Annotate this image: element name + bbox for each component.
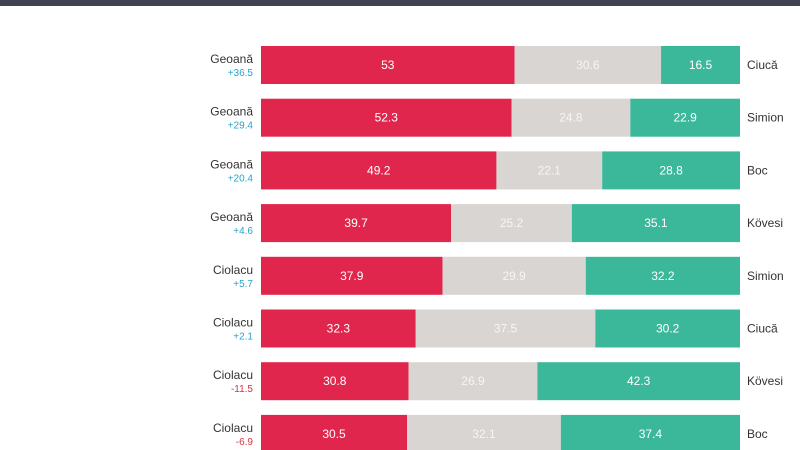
right-candidate-segment <box>595 309 740 348</box>
left-candidate-name: Geoană <box>210 210 253 224</box>
undecided-value-label: 37.5 <box>494 322 518 336</box>
undecided-segment <box>451 204 572 243</box>
left-value-label: 30.5 <box>322 427 346 441</box>
undecided-value-label: 32.1 <box>472 427 496 441</box>
undecided-segment <box>442 256 586 295</box>
right-value-label: 30.2 <box>656 322 680 336</box>
undecided-segment <box>408 362 538 401</box>
left-candidate-segment <box>261 362 409 401</box>
right-candidate-name: Ciucă <box>747 322 778 336</box>
right-candidate-name: Kövesi <box>747 374 783 388</box>
right-candidate-name: Simion <box>747 269 784 283</box>
left-value-label: 53 <box>381 58 395 72</box>
undecided-value-label: 30.6 <box>576 58 600 72</box>
right-candidate-segment <box>537 362 740 401</box>
margin-label: -6.9 <box>236 437 254 448</box>
left-candidate-segment <box>261 98 512 137</box>
right-value-label: 22.9 <box>673 111 697 125</box>
undecided-segment <box>511 98 631 137</box>
right-candidate-segment <box>661 46 740 84</box>
right-candidate-name: Boc <box>747 427 768 441</box>
left-candidate-name: Ciolacu <box>213 316 253 330</box>
right-candidate-name: Ciucă <box>747 58 778 72</box>
right-candidate-segment <box>585 256 740 295</box>
undecided-value-label: 22.1 <box>538 163 562 177</box>
right-candidate-name: Simion <box>747 111 784 125</box>
undecided-segment <box>514 46 662 84</box>
margin-label: +36.5 <box>228 68 254 79</box>
right-candidate-segment <box>630 98 740 137</box>
right-candidate-name: Kövesi <box>747 216 783 230</box>
right-value-label: 28.8 <box>659 163 683 177</box>
left-value-label: 49.2 <box>367 163 391 177</box>
right-candidate-segment <box>571 204 740 243</box>
right-candidate-segment <box>560 414 740 450</box>
right-value-label: 37.4 <box>639 427 663 441</box>
margin-label: +4.6 <box>233 226 253 237</box>
right-candidate-name: Boc <box>747 163 768 177</box>
undecided-segment <box>496 151 603 190</box>
left-candidate-segment <box>261 151 497 190</box>
undecided-value-label: 26.9 <box>461 374 485 388</box>
margin-label: +5.7 <box>233 279 253 290</box>
margin-label: +2.1 <box>233 332 253 343</box>
window-top-bar <box>0 0 800 6</box>
left-candidate-segment <box>261 414 408 450</box>
left-value-label: 39.7 <box>344 216 368 230</box>
right-value-label: 35.1 <box>644 216 668 230</box>
right-value-label: 32.2 <box>651 269 675 283</box>
undecided-value-label: 25.2 <box>500 216 524 230</box>
right-candidate-segment <box>602 151 740 190</box>
left-candidate-name: Ciolacu <box>213 263 253 277</box>
margin-label: +20.4 <box>228 173 254 184</box>
right-value-label: 42.3 <box>627 374 651 388</box>
left-value-label: 32.3 <box>327 322 351 336</box>
left-candidate-name: Geoană <box>210 157 253 171</box>
left-candidate-segment <box>261 204 452 243</box>
left-candidate-name: Ciolacu <box>213 421 253 435</box>
left-candidate-name: Geoană <box>210 105 253 119</box>
undecided-value-label: 24.8 <box>559 111 583 125</box>
left-candidate-segment <box>261 256 443 295</box>
right-value-label: 16.5 <box>689 58 713 72</box>
left-candidate-name: Ciolacu <box>213 368 253 382</box>
undecided-segment <box>407 414 561 450</box>
left-candidate-segment <box>261 46 515 84</box>
left-candidate-name: Geoană <box>210 52 253 66</box>
undecided-value-label: 29.9 <box>502 269 526 283</box>
left-value-label: 37.9 <box>340 269 364 283</box>
margin-label: +29.4 <box>228 121 254 132</box>
undecided-segment <box>415 309 596 348</box>
left-value-label: 30.8 <box>323 374 347 388</box>
left-candidate-segment <box>261 309 416 348</box>
left-value-label: 52.3 <box>375 111 399 125</box>
margin-label: -11.5 <box>231 384 253 395</box>
